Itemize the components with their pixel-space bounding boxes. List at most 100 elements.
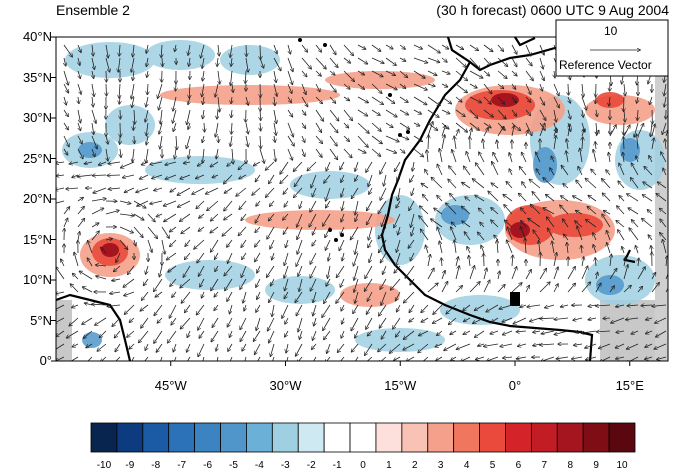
wind-vector (511, 57, 517, 66)
wind-vector (616, 357, 625, 359)
wind-vector (310, 265, 317, 278)
wind-vector (56, 200, 65, 204)
colorbar-label: 1 (386, 460, 392, 471)
wind-vector (396, 330, 401, 337)
wind-vector (355, 291, 359, 303)
wind-vector (626, 356, 639, 361)
wind-vector (576, 180, 583, 189)
wind-vector (666, 256, 667, 267)
wind-vector (637, 109, 638, 120)
wind-vector (380, 187, 387, 200)
wind-vector (196, 200, 205, 209)
wind-vector (114, 265, 121, 271)
wind-vector (214, 291, 219, 297)
wind-vector (341, 304, 344, 311)
wind-vector (63, 218, 68, 228)
wind-vector (404, 291, 415, 303)
map-background (56, 37, 668, 361)
wind-vector (239, 200, 247, 209)
wind-vector (660, 219, 667, 228)
wind-vector (326, 278, 331, 286)
wind-vector (180, 174, 191, 179)
wind-vector (466, 152, 471, 163)
y-tick-label: 20°N (22, 191, 52, 206)
wind-vector (161, 226, 169, 238)
wind-vector (427, 57, 439, 62)
wind-vector (525, 238, 526, 254)
wind-vector (539, 44, 544, 55)
wind-vector (574, 344, 583, 345)
wind-vector (146, 96, 148, 107)
wind-vector (553, 109, 556, 122)
wind-vector (77, 219, 84, 228)
wind-vector (301, 44, 307, 52)
wind-vector (177, 187, 191, 195)
colorbar-label: 4 (463, 460, 470, 471)
wind-vector (158, 83, 163, 98)
wind-vector (199, 330, 205, 338)
wind-vector (581, 282, 590, 293)
wind-vector (324, 174, 331, 183)
wind-vector (567, 243, 568, 254)
wind-vector (91, 208, 103, 215)
wind-vector (269, 291, 275, 302)
wind-vector (433, 304, 443, 314)
wind-vector (551, 156, 554, 163)
wind-vector (256, 200, 261, 206)
wind-vector (483, 109, 493, 117)
wind-vector (441, 109, 450, 114)
wind-vector (629, 228, 639, 241)
wind-vector (433, 317, 443, 323)
wind-vector (624, 122, 625, 135)
wind-vector (119, 239, 128, 249)
wind-vector (441, 84, 448, 87)
wind-vector (119, 44, 120, 56)
wind-vector (231, 122, 232, 134)
wind-vector (586, 220, 597, 228)
wind-vector (636, 156, 638, 163)
wind-vector (497, 127, 504, 137)
wind-vector (475, 304, 485, 310)
wind-vector (456, 130, 459, 137)
wind-vector (224, 213, 233, 220)
wind-vector (441, 282, 448, 293)
wind-vector (63, 70, 68, 85)
wind-vector (357, 135, 368, 147)
wind-vector (643, 195, 653, 202)
wind-vector (329, 57, 338, 67)
wind-vector (652, 305, 667, 306)
wind-vector (367, 200, 373, 211)
wind-vector (371, 148, 380, 156)
wind-vector (97, 343, 107, 351)
wind-vector (380, 161, 387, 174)
wind-vector (187, 330, 190, 337)
wind-vector (170, 278, 177, 286)
wind-vector (301, 70, 307, 77)
wind-vector (294, 187, 303, 197)
wind-vector (525, 286, 529, 293)
wind-vector (661, 152, 667, 163)
wind-vector (273, 83, 277, 96)
wind-vector (481, 246, 485, 254)
wind-vector (420, 206, 429, 215)
wind-vector (530, 180, 541, 189)
y-tick-label: 35°N (22, 69, 52, 85)
wind-vector (236, 187, 247, 196)
wind-vector (581, 96, 587, 110)
wind-vector (154, 304, 163, 315)
wind-vector (188, 44, 190, 55)
wind-vector (483, 70, 489, 76)
wind-vector (128, 265, 135, 274)
wind-vector (597, 331, 611, 332)
wind-vector (133, 213, 144, 220)
wind-vector (91, 231, 99, 241)
wind-vector (469, 266, 475, 280)
wind-vector (224, 200, 233, 211)
wind-vector (175, 148, 176, 159)
wind-vector (301, 83, 306, 94)
wind-vector (168, 330, 177, 343)
wind-vector (78, 96, 79, 103)
wind-vector (232, 83, 233, 92)
wind-vector (494, 235, 499, 241)
wind-vector (658, 182, 667, 189)
